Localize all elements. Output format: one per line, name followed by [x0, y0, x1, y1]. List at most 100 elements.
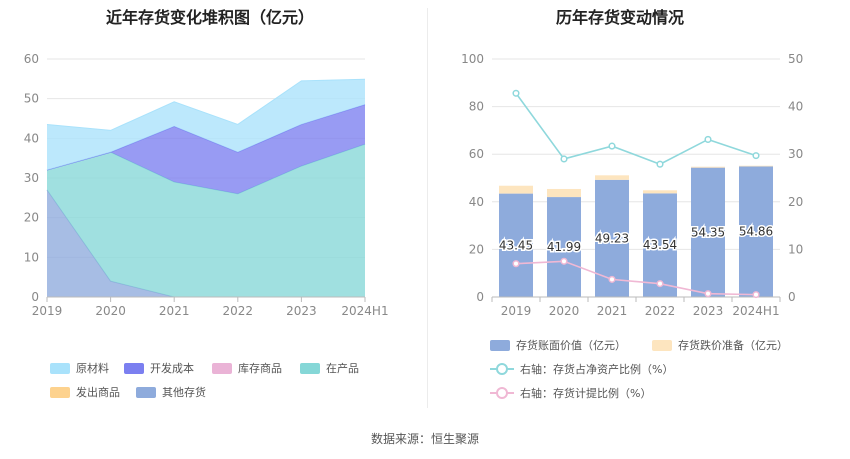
y-right-tick-label: 20	[788, 195, 803, 209]
line-point	[752, 152, 760, 160]
y-tick-label: 0	[31, 290, 39, 304]
y-left-tick-label: 100	[461, 52, 484, 66]
x-tick-label: 2020	[549, 304, 580, 318]
legend-label: 右轴：存货计提比例（%）	[520, 387, 652, 400]
area-series-在产品	[47, 144, 365, 297]
y-tick-label: 30	[24, 171, 39, 185]
bar-book-value	[499, 193, 533, 297]
legend-label: 存货账面价值（亿元）	[516, 339, 626, 352]
legend-label: 在产品	[326, 362, 359, 375]
x-tick-label: 2020	[95, 304, 126, 318]
legend-item-finished-goods[interactable]: 库存商品	[212, 360, 282, 376]
legend-swatch	[136, 386, 156, 398]
y-right-tick-label: 0	[788, 290, 796, 304]
y-right-tick-label: 50	[788, 52, 803, 66]
y-tick-label: 40	[24, 131, 39, 145]
y-left-tick-label: 80	[469, 100, 484, 114]
line-point	[704, 135, 712, 143]
bar-impairment	[499, 185, 533, 194]
bar-book-value	[547, 197, 581, 297]
right-chart-title: 历年存货变动情况	[555, 8, 684, 27]
legend-item-book-value[interactable]: 存货账面价值（亿元）	[490, 337, 626, 353]
bar-value-label: 43.54	[643, 238, 677, 252]
left-legend: 原材料 开发成本 库存商品 在产品 发出商品 其他存货	[50, 360, 359, 400]
y-right-tick-label: 30	[788, 147, 803, 161]
legend-swatch	[50, 386, 70, 398]
bar-value-label: 49.23	[595, 231, 629, 245]
legend-swatch	[490, 339, 510, 351]
x-tick-label: 2024H1	[732, 304, 779, 318]
area-series-其他存货	[47, 189, 365, 297]
bar-book-value	[739, 166, 773, 297]
legend-label: 其他存货	[162, 386, 206, 399]
legend-item-work-in-progress[interactable]: 在产品	[300, 360, 359, 376]
legend-label: 发出商品	[76, 386, 120, 399]
legend-item-raw-material[interactable]: 原材料	[50, 360, 109, 376]
y-tick-label: 10	[24, 250, 39, 264]
x-tick-label: 2022	[645, 304, 676, 318]
area-edge-原材料	[46, 78, 366, 131]
legend-item-goods-shipped[interactable]: 发出商品	[50, 384, 120, 400]
x-tick-label: 2019	[32, 304, 63, 318]
y-tick-label: 20	[24, 211, 39, 225]
left-chart-title: 近年存货变化堆积图（亿元）	[105, 8, 314, 27]
data-source-note: 数据来源：恒生聚源	[370, 432, 479, 446]
y-right-tick-label: 10	[788, 242, 803, 256]
bar-value-label: 41.99	[547, 240, 581, 254]
stacked-area-chart: 0 10 20 30 40 50 60 2019 2020 2021 2022 2023 2024H1	[24, 52, 389, 318]
y-tick-label: 50	[24, 92, 39, 106]
legend-line-swatch	[490, 363, 514, 375]
legend-label: 存货跌价准备（亿元）	[678, 339, 788, 352]
bar-impairment	[595, 175, 629, 180]
bar-impairment	[547, 188, 581, 198]
legend-item-net-asset-ratio[interactable]: 右轴：存货占净资产比例（%）	[490, 361, 673, 377]
line-point	[512, 89, 520, 97]
legend-swatch	[50, 362, 70, 374]
panel-divider	[427, 8, 428, 408]
y-tick-label: 60	[24, 52, 39, 66]
bar-book-value	[691, 167, 725, 297]
bar-impairment	[739, 165, 773, 167]
area-series-原材料	[47, 79, 365, 171]
line-point	[608, 142, 616, 150]
y-left-tick-label: 20	[469, 242, 484, 256]
legend-label: 右轴：存货占净资产比例（%）	[520, 363, 674, 376]
x-tick-label: 2024H1	[341, 304, 388, 318]
line-point	[512, 260, 520, 268]
legend-label: 库存商品	[238, 362, 282, 375]
legend-swatch	[212, 362, 232, 374]
legend-item-development-cost[interactable]: 开发成本	[124, 360, 194, 376]
x-tick-label: 2023	[693, 304, 724, 318]
bar-impairment	[691, 166, 725, 168]
line-point	[656, 160, 664, 168]
legend-swatch	[124, 362, 144, 374]
legend-line-swatch	[490, 387, 514, 399]
y-left-tick-label: 0	[476, 290, 484, 304]
x-tick-label: 2021	[597, 304, 628, 318]
bar-value-label: 54.35	[691, 225, 725, 239]
legend-item-other-inventory[interactable]: 其他存货	[136, 384, 206, 400]
line-point	[656, 280, 664, 288]
legend-swatch	[300, 362, 320, 374]
x-tick-label: 2021	[159, 304, 190, 318]
line-point	[752, 291, 760, 299]
legend-swatch	[652, 339, 672, 351]
bar-impairment	[643, 190, 677, 194]
line-point	[704, 290, 712, 298]
inventory-bar-line-chart: 0 20 40 60 80 100 0 10 20 30 40 50 43.45 41.99 49.23 43…	[461, 52, 803, 318]
y-right-tick-label: 40	[788, 100, 803, 114]
line-point	[560, 155, 568, 163]
legend-label: 原材料	[76, 362, 109, 375]
line-point	[560, 257, 568, 265]
area-series-开发成本	[47, 104, 365, 194]
line-point	[608, 275, 616, 283]
legend-item-impairment[interactable]: 存货跌价准备（亿元）	[652, 337, 788, 353]
bar-book-value	[643, 193, 677, 297]
bar-value-label: 54.86	[739, 225, 773, 239]
y-left-tick-label: 60	[469, 147, 484, 161]
x-tick-label: 2022	[223, 304, 254, 318]
legend-item-provision-ratio[interactable]: 右轴：存货计提比例（%）	[490, 385, 651, 401]
line-series-右轴：存货计提比例（%）	[515, 260, 757, 296]
bar-value-label: 43.45	[499, 238, 533, 252]
